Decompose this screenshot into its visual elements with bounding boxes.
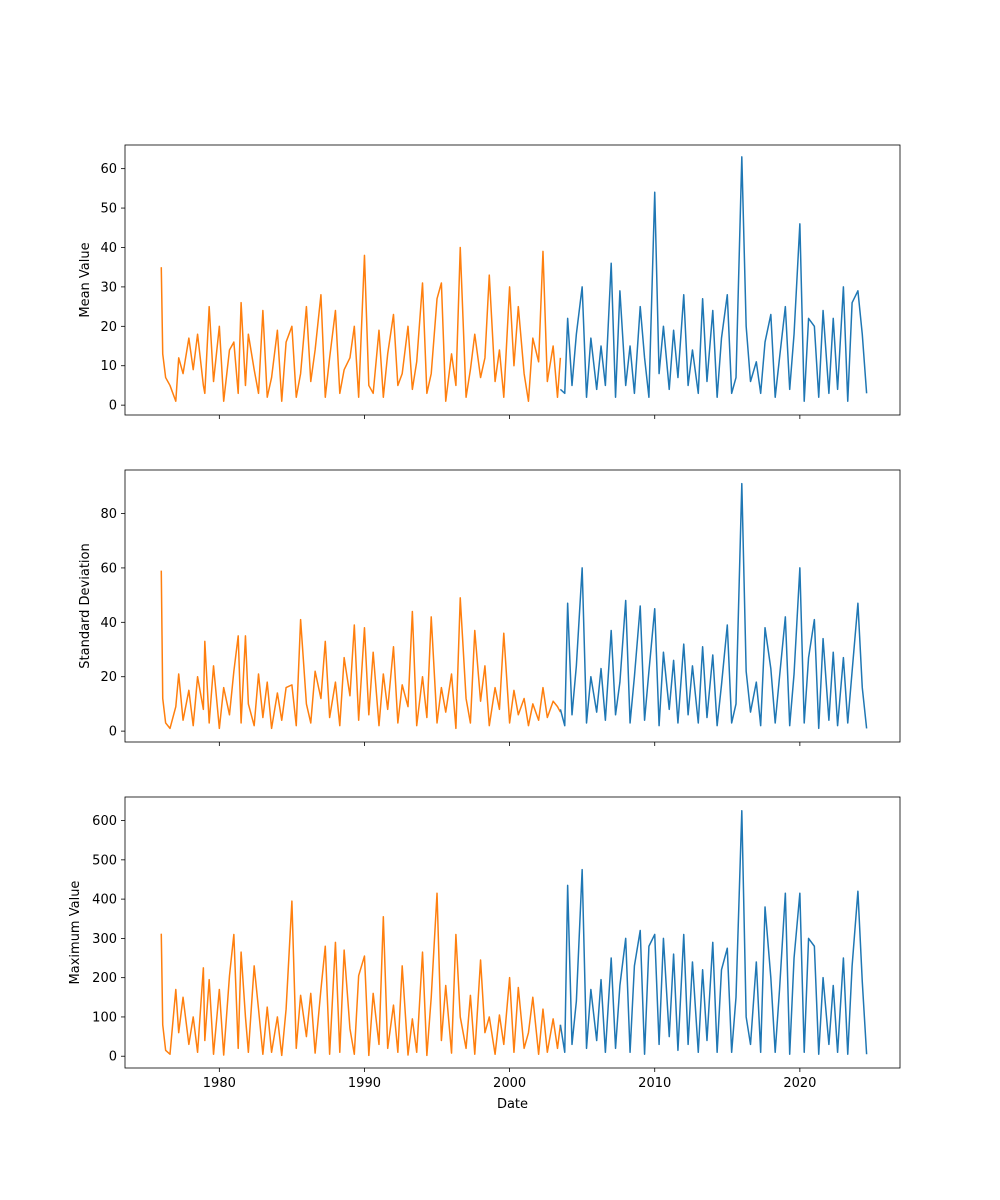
y-tick-label: 60 (100, 162, 117, 177)
axes-frame (124, 469, 901, 743)
y-tick-label: 0 (109, 725, 117, 740)
y-tick-label: 0 (109, 1050, 117, 1065)
series-line-orange (160, 246, 562, 402)
series-line-blue (559, 810, 868, 1055)
y-tick-label: 300 (92, 932, 117, 947)
y-tick-label: 10 (100, 359, 117, 374)
y-tick-label: 0 (109, 399, 117, 414)
axes-frame (124, 144, 901, 416)
x-axis-label: Date (497, 1097, 528, 1112)
x-tick-label: 1980 (203, 1076, 236, 1091)
y-tick-label: 40 (100, 616, 117, 631)
y-tick-label: 80 (100, 507, 117, 522)
y-axis-label-maximum-value: Maximum Value (68, 881, 83, 985)
y-tick-label: 20 (100, 670, 117, 685)
y-tick-label: 50 (100, 202, 117, 217)
series-line-orange (160, 892, 562, 1057)
y-tick-label: 600 (92, 814, 117, 829)
y-tick-label: 30 (100, 280, 117, 295)
series-line-orange (160, 570, 562, 730)
standard-deviation-panel: 0 20 40 60 80 Standard Deviation (78, 469, 901, 746)
y-tick-label: 100 (92, 1010, 117, 1025)
x-tick-label: 1990 (348, 1076, 381, 1091)
series-line-blue (559, 156, 868, 402)
y-tick-label: 20 (100, 320, 117, 335)
x-tick-label: 2010 (638, 1076, 671, 1091)
y-tick-label: 60 (100, 561, 117, 576)
y-axis-label-standard-deviation: Standard Deviation (78, 543, 93, 668)
maximum-value-panel: 0 100 200 300 400 500 600 1980 1990 2000 2010 2020 M… (68, 796, 901, 1112)
x-tick-label: 2020 (783, 1076, 816, 1091)
x-tick-label: 2000 (493, 1076, 526, 1091)
mean-value-panel: 0 10 20 30 40 50 60 Mean Value (78, 144, 901, 419)
y-tick-label: 500 (92, 853, 117, 868)
axes-frame (124, 796, 901, 1069)
y-tick-label: 40 (100, 241, 117, 256)
y-tick-label: 400 (92, 893, 117, 908)
y-tick-label: 200 (92, 971, 117, 986)
y-axis-label-mean-value: Mean Value (78, 242, 93, 317)
series-line-blue (559, 482, 868, 730)
